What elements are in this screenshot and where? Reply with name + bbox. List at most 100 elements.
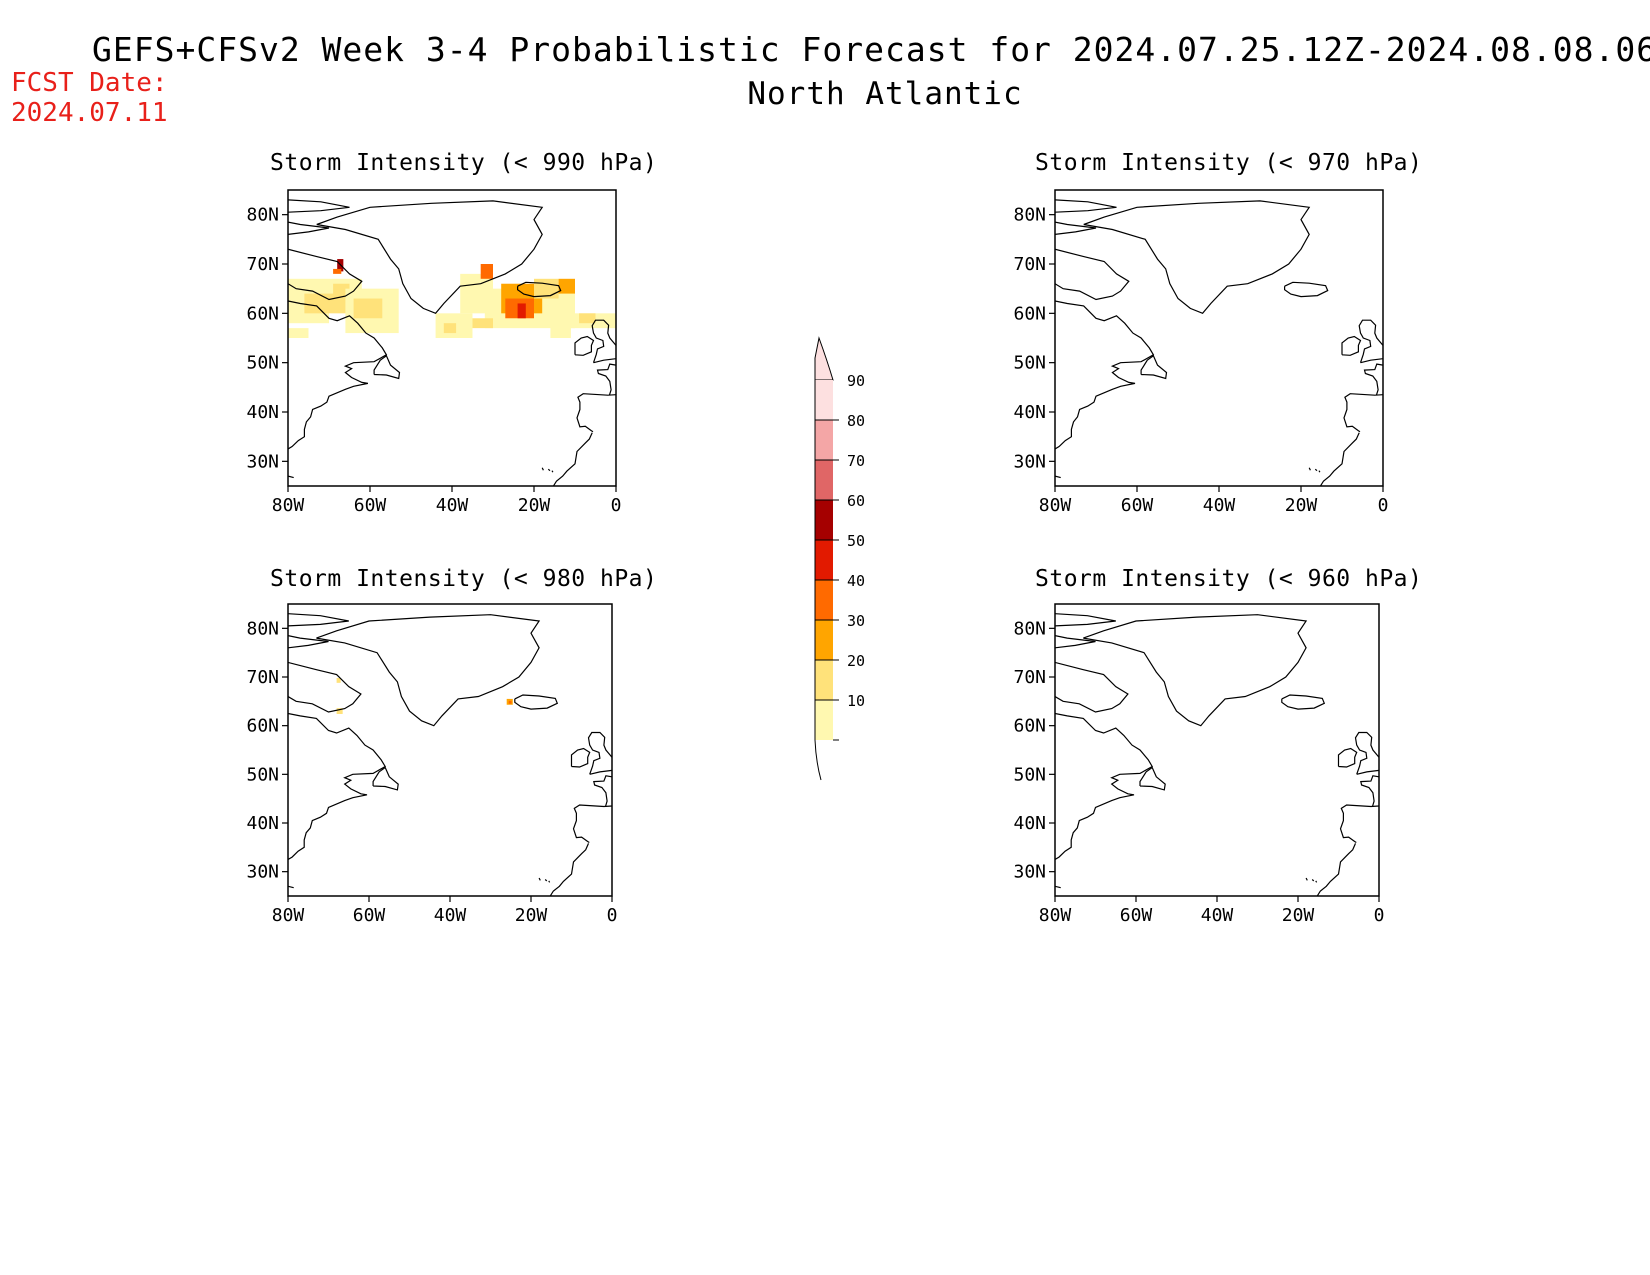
lon-tick-label: 40W bbox=[1201, 905, 1234, 926]
lat-tick-label: 70N bbox=[1013, 254, 1046, 275]
fcst-date-value: 2024.07.11 bbox=[11, 98, 168, 128]
colorbar-segment bbox=[815, 660, 833, 700]
lon-tick-label: 80W bbox=[1039, 495, 1072, 516]
lat-tick-label: 40N bbox=[246, 402, 279, 423]
panel-title: Storm Intensity (< 960 hPa) bbox=[1035, 566, 1423, 592]
coastline bbox=[541, 467, 544, 471]
probability-cell bbox=[550, 323, 571, 338]
lat-tick-label: 60N bbox=[246, 303, 279, 324]
coastline bbox=[591, 319, 616, 364]
probability-cell bbox=[336, 677, 341, 683]
colorbar-label: 50 bbox=[847, 532, 865, 550]
coastline bbox=[1055, 661, 1129, 713]
lat-tick-label: 50N bbox=[1013, 764, 1046, 785]
colorbar-label: 70 bbox=[847, 452, 865, 470]
lon-tick-label: 20W bbox=[1285, 495, 1318, 516]
coastline bbox=[1339, 804, 1379, 844]
map-panel-1: 80N 70N 60N 50N 40N 30N 80W 60W 40W 20W 0 bbox=[1013, 189, 1389, 516]
coastline bbox=[1314, 468, 1318, 472]
coastline bbox=[1305, 877, 1308, 881]
lat-tick-label: 80N bbox=[246, 618, 279, 639]
lon-tick-label: 40W bbox=[436, 495, 469, 516]
coastline bbox=[1315, 880, 1318, 883]
coastline bbox=[1354, 731, 1379, 775]
region-subtitle: North Atlantic bbox=[747, 76, 1023, 112]
coastline bbox=[544, 879, 548, 882]
lon-tick-label: 60W bbox=[354, 495, 387, 516]
coastline bbox=[1083, 614, 1308, 727]
lon-tick-label: 0 bbox=[1378, 495, 1389, 516]
coastline bbox=[548, 880, 551, 883]
map-frame bbox=[1054, 189, 1384, 487]
colorbar-segment bbox=[815, 420, 833, 460]
coastline bbox=[587, 731, 612, 775]
coastline bbox=[1284, 281, 1329, 298]
colorbar-label: 40 bbox=[847, 572, 865, 590]
panel-title: Storm Intensity (< 970 hPa) bbox=[1035, 150, 1423, 176]
colorbar-segment bbox=[815, 380, 833, 420]
coastline bbox=[1343, 393, 1383, 433]
lat-tick-label: 60N bbox=[246, 716, 279, 737]
coastline bbox=[552, 432, 593, 486]
coastline bbox=[1139, 766, 1166, 791]
colorbar-top-cap bbox=[814, 336, 834, 381]
colorbar-label: 10 bbox=[847, 692, 865, 710]
coastline bbox=[1308, 467, 1311, 471]
coastline bbox=[288, 712, 387, 861]
map-panel-2: 80N 70N 60N 50N 40N 30N 80W 60W 40W 20W 0 bbox=[246, 603, 618, 926]
lat-tick-label: 50N bbox=[246, 764, 279, 785]
coastline bbox=[1055, 475, 1061, 479]
colorbar-segment bbox=[815, 540, 833, 580]
lat-tick-label: 30N bbox=[1013, 862, 1046, 883]
probability-cell bbox=[333, 268, 342, 274]
lat-tick-label: 70N bbox=[246, 254, 279, 275]
forecast-date-label: FCST Date: 2024.07.11 bbox=[11, 68, 168, 128]
coastline bbox=[551, 470, 554, 473]
coastline bbox=[1055, 248, 1130, 301]
coastline bbox=[570, 747, 591, 768]
lon-tick-label: 80W bbox=[1039, 905, 1072, 926]
map-frame bbox=[287, 603, 613, 897]
coastline bbox=[1140, 354, 1168, 380]
coastline bbox=[288, 635, 329, 649]
coastline bbox=[1319, 432, 1360, 486]
coastline bbox=[1055, 221, 1097, 235]
coastline bbox=[517, 281, 562, 298]
lat-tick-label: 30N bbox=[246, 451, 279, 472]
colorbar-label: 60 bbox=[847, 492, 865, 510]
lat-tick-label: 80N bbox=[1013, 205, 1046, 226]
coastline bbox=[1055, 635, 1096, 649]
coastline bbox=[316, 614, 541, 727]
coastline bbox=[288, 199, 350, 213]
lon-tick-label: 60W bbox=[353, 905, 386, 926]
coastline bbox=[1281, 694, 1326, 710]
lat-tick-label: 40N bbox=[1013, 402, 1046, 423]
coastline bbox=[593, 775, 612, 807]
lon-tick-label: 40W bbox=[1203, 495, 1236, 516]
lat-tick-label: 30N bbox=[1013, 451, 1046, 472]
lat-tick-label: 40N bbox=[246, 813, 279, 834]
lat-tick-label: 80N bbox=[1013, 618, 1046, 639]
coastline bbox=[1055, 613, 1116, 627]
probability-cell bbox=[472, 318, 493, 329]
map-content bbox=[288, 199, 616, 486]
coastline bbox=[514, 694, 559, 710]
map-panel-3: 80N 70N 60N 50N 40N 30N 80W 60W 40W 20W 0 bbox=[1013, 603, 1384, 926]
lon-tick-label: 40W bbox=[434, 905, 467, 926]
colorbar-segment bbox=[815, 580, 833, 620]
colorbar-label: 30 bbox=[847, 612, 865, 630]
coastline bbox=[1055, 712, 1154, 861]
lon-tick-label: 0 bbox=[607, 905, 618, 926]
probability-cell bbox=[336, 708, 343, 714]
coastline bbox=[547, 468, 551, 472]
coastline bbox=[1055, 199, 1117, 213]
coastline bbox=[1311, 879, 1315, 882]
colorbar-segment bbox=[815, 460, 833, 500]
probability-cell bbox=[508, 700, 512, 704]
probability-cell bbox=[534, 278, 559, 299]
map-content bbox=[288, 613, 612, 896]
panel-title: Storm Intensity (< 980 hPa) bbox=[270, 566, 658, 592]
colorbar: 90 80 70 60 50 40 30 20 10 bbox=[814, 336, 865, 781]
probability-cell bbox=[579, 313, 596, 324]
coastline bbox=[373, 354, 401, 380]
